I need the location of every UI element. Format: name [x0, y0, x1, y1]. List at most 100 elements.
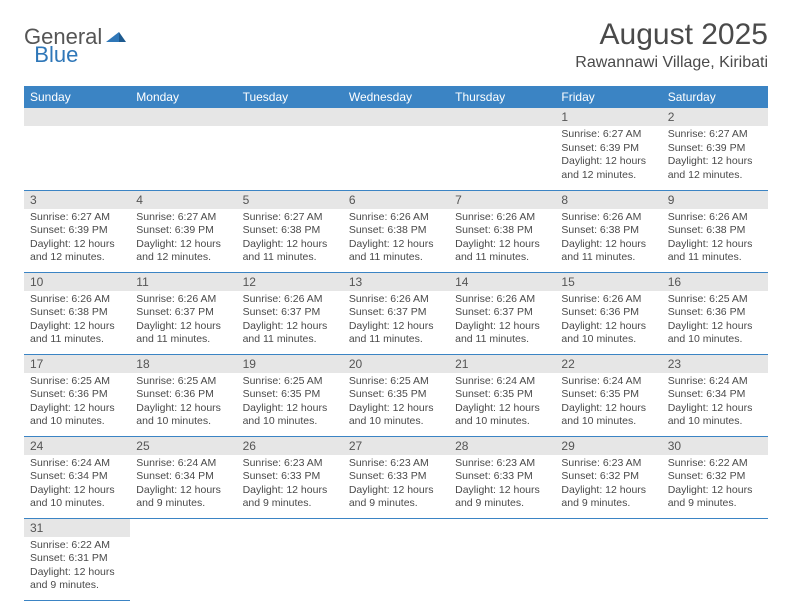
day-content-line: Daylight: 12 hours	[668, 238, 762, 252]
day-content-line: Sunset: 6:37 PM	[349, 306, 443, 320]
day-number: 17	[24, 355, 130, 373]
calendar-day-cell: 19Sunrise: 6:25 AMSunset: 6:35 PMDayligh…	[237, 354, 343, 436]
day-content: Sunrise: 6:24 AMSunset: 6:34 PMDaylight:…	[24, 455, 130, 516]
day-content-line: Daylight: 12 hours	[136, 484, 230, 498]
day-content-line: Sunset: 6:38 PM	[668, 224, 762, 238]
day-content-line: Sunset: 6:32 PM	[561, 470, 655, 484]
day-content-line: Sunrise: 6:24 AM	[668, 375, 762, 389]
day-number: 25	[130, 437, 236, 455]
day-content-line: Sunset: 6:35 PM	[455, 388, 549, 402]
day-content-line: Sunset: 6:33 PM	[455, 470, 549, 484]
calendar-day-cell: 22Sunrise: 6:24 AMSunset: 6:35 PMDayligh…	[555, 354, 661, 436]
day-content-line: Daylight: 12 hours	[668, 155, 762, 169]
day-number: 26	[237, 437, 343, 455]
day-content: Sunrise: 6:26 AMSunset: 6:38 PMDaylight:…	[449, 209, 555, 270]
weekday-header: Thursday	[449, 86, 555, 108]
day-number: 10	[24, 273, 130, 291]
day-number-empty	[24, 108, 130, 126]
day-content-line: and 9 minutes.	[668, 497, 762, 511]
day-content-line: and 10 minutes.	[668, 333, 762, 347]
day-content-line: Sunset: 6:36 PM	[136, 388, 230, 402]
day-content-line: Sunset: 6:32 PM	[668, 470, 762, 484]
calendar-day-cell: 14Sunrise: 6:26 AMSunset: 6:37 PMDayligh…	[449, 272, 555, 354]
calendar-day-cell: 30Sunrise: 6:22 AMSunset: 6:32 PMDayligh…	[662, 436, 768, 518]
day-number: 8	[555, 191, 661, 209]
weekday-header-row: SundayMondayTuesdayWednesdayThursdayFrid…	[24, 86, 768, 108]
day-content-line: Sunset: 6:37 PM	[136, 306, 230, 320]
day-content: Sunrise: 6:25 AMSunset: 6:36 PMDaylight:…	[24, 373, 130, 434]
calendar-day-cell	[130, 108, 236, 190]
day-content-line: Sunrise: 6:22 AM	[30, 539, 124, 553]
day-number: 2	[662, 108, 768, 126]
day-content: Sunrise: 6:25 AMSunset: 6:35 PMDaylight:…	[237, 373, 343, 434]
day-content-line: Sunrise: 6:26 AM	[349, 211, 443, 225]
calendar-day-cell: 18Sunrise: 6:25 AMSunset: 6:36 PMDayligh…	[130, 354, 236, 436]
day-content-line: and 11 minutes.	[561, 251, 655, 265]
day-content-line: and 10 minutes.	[561, 333, 655, 347]
day-content-line: Sunset: 6:31 PM	[30, 552, 124, 566]
logo-blue-text: Blue	[34, 42, 78, 68]
day-content: Sunrise: 6:24 AMSunset: 6:35 PMDaylight:…	[449, 373, 555, 434]
day-content-line: Sunset: 6:36 PM	[561, 306, 655, 320]
day-content-line: Sunrise: 6:23 AM	[561, 457, 655, 471]
calendar-day-cell	[555, 518, 661, 600]
calendar-week-row: 10Sunrise: 6:26 AMSunset: 6:38 PMDayligh…	[24, 272, 768, 354]
day-content-line: and 11 minutes.	[30, 333, 124, 347]
day-content-line: Sunrise: 6:27 AM	[561, 128, 655, 142]
day-content-line: Sunrise: 6:25 AM	[30, 375, 124, 389]
calendar-day-cell: 12Sunrise: 6:26 AMSunset: 6:37 PMDayligh…	[237, 272, 343, 354]
day-content-line: and 12 minutes.	[561, 169, 655, 183]
day-number: 3	[24, 191, 130, 209]
calendar-day-cell	[237, 108, 343, 190]
day-content: Sunrise: 6:24 AMSunset: 6:35 PMDaylight:…	[555, 373, 661, 434]
day-content: Sunrise: 6:23 AMSunset: 6:33 PMDaylight:…	[343, 455, 449, 516]
weekday-header: Sunday	[24, 86, 130, 108]
day-content-line: Sunset: 6:36 PM	[30, 388, 124, 402]
day-number: 16	[662, 273, 768, 291]
day-content: Sunrise: 6:27 AMSunset: 6:39 PMDaylight:…	[24, 209, 130, 270]
day-content-line: Daylight: 12 hours	[561, 402, 655, 416]
day-number: 5	[237, 191, 343, 209]
day-content-line: and 10 minutes.	[243, 415, 337, 429]
day-number: 24	[24, 437, 130, 455]
day-content: Sunrise: 6:27 AMSunset: 6:39 PMDaylight:…	[555, 126, 661, 187]
header: General Blue August 2025 Rawannawi Villa…	[24, 18, 768, 72]
day-content-line: Sunrise: 6:23 AM	[455, 457, 549, 471]
day-content: Sunrise: 6:23 AMSunset: 6:32 PMDaylight:…	[555, 455, 661, 516]
day-content-line: Sunrise: 6:24 AM	[455, 375, 549, 389]
day-content-line: Daylight: 12 hours	[243, 320, 337, 334]
day-number: 23	[662, 355, 768, 373]
day-content-line: Daylight: 12 hours	[349, 238, 443, 252]
day-content: Sunrise: 6:26 AMSunset: 6:38 PMDaylight:…	[24, 291, 130, 352]
weekday-header: Monday	[130, 86, 236, 108]
calendar-day-cell: 27Sunrise: 6:23 AMSunset: 6:33 PMDayligh…	[343, 436, 449, 518]
day-content-line: Sunrise: 6:27 AM	[30, 211, 124, 225]
day-content-line: and 12 minutes.	[30, 251, 124, 265]
day-content: Sunrise: 6:25 AMSunset: 6:36 PMDaylight:…	[662, 291, 768, 352]
day-number: 12	[237, 273, 343, 291]
day-content-line: Sunrise: 6:27 AM	[668, 128, 762, 142]
day-content-line: and 11 minutes.	[455, 251, 549, 265]
day-content-line: Daylight: 12 hours	[561, 238, 655, 252]
day-number: 13	[343, 273, 449, 291]
calendar-day-cell	[130, 518, 236, 600]
day-content-line: Sunset: 6:38 PM	[455, 224, 549, 238]
day-content-line: Sunset: 6:38 PM	[243, 224, 337, 238]
day-content-line: and 9 minutes.	[561, 497, 655, 511]
day-content-line: Daylight: 12 hours	[349, 320, 443, 334]
calendar-day-cell: 23Sunrise: 6:24 AMSunset: 6:34 PMDayligh…	[662, 354, 768, 436]
day-content-line: and 9 minutes.	[349, 497, 443, 511]
day-number: 20	[343, 355, 449, 373]
day-content-line: Sunrise: 6:23 AM	[349, 457, 443, 471]
day-number: 1	[555, 108, 661, 126]
day-content-line: Sunset: 6:37 PM	[455, 306, 549, 320]
calendar-day-cell: 24Sunrise: 6:24 AMSunset: 6:34 PMDayligh…	[24, 436, 130, 518]
day-content-line: Daylight: 12 hours	[243, 238, 337, 252]
day-content: Sunrise: 6:27 AMSunset: 6:39 PMDaylight:…	[130, 209, 236, 270]
day-content-line: Sunset: 6:39 PM	[668, 142, 762, 156]
day-content-line: and 10 minutes.	[668, 415, 762, 429]
day-content-line: Daylight: 12 hours	[30, 238, 124, 252]
day-content: Sunrise: 6:25 AMSunset: 6:36 PMDaylight:…	[130, 373, 236, 434]
day-content-line: and 9 minutes.	[136, 497, 230, 511]
weekday-header: Tuesday	[237, 86, 343, 108]
